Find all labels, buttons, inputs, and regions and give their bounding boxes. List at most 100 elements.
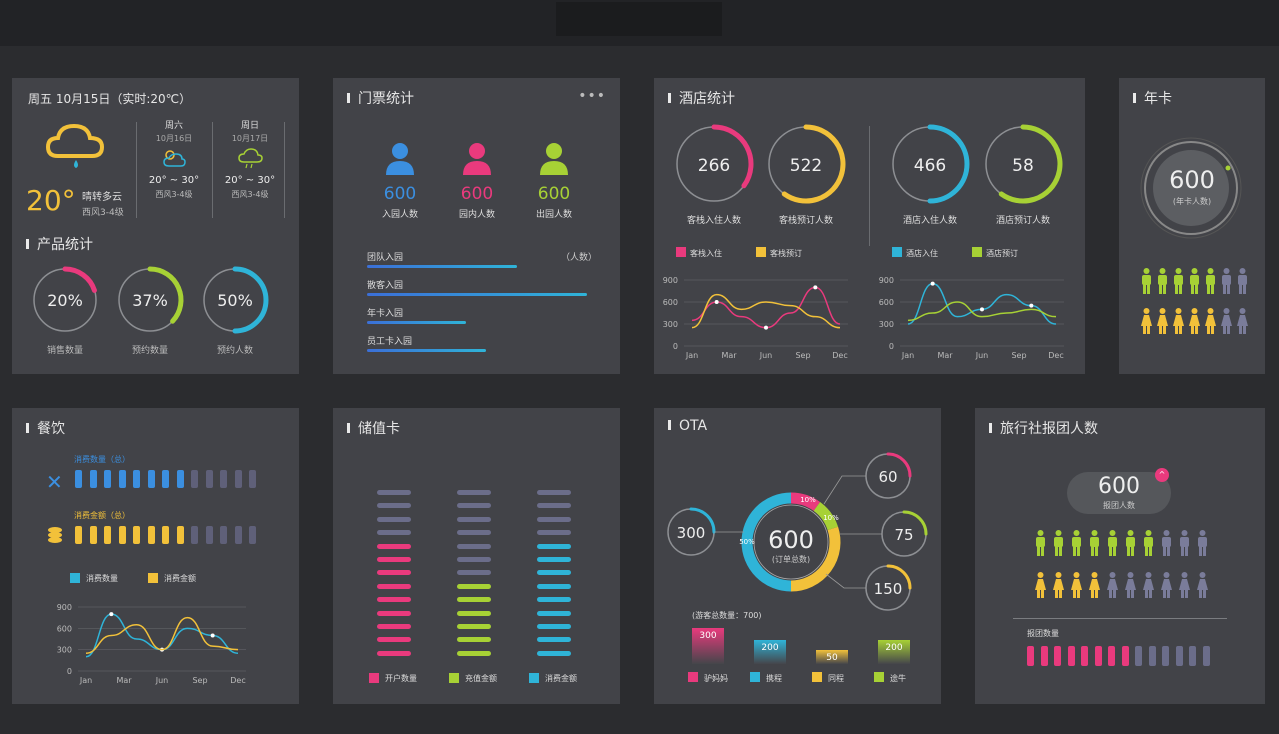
ota-bar-value: 50 xyxy=(826,653,838,663)
segment xyxy=(191,526,198,544)
travel-bar-segment xyxy=(1135,646,1142,666)
person-icon xyxy=(1221,308,1232,338)
dining-chart-ytick: 900 xyxy=(57,603,72,612)
ota-right-ring-0-arc xyxy=(886,452,912,478)
ota-donut-segment xyxy=(790,492,821,512)
dining-chart-xtick: Jun xyxy=(155,676,169,685)
segment xyxy=(75,470,82,488)
person-icon xyxy=(1125,530,1136,560)
stored-segment xyxy=(377,503,411,509)
hotel-chart-2-ytick: 600 xyxy=(879,298,894,307)
current-temperature: 20° xyxy=(26,184,76,217)
hotel-chart-1-ytick: 600 xyxy=(663,298,678,307)
hotel-chart-2-ytick: 900 xyxy=(879,276,894,285)
legend-label: 客栈入住 xyxy=(690,248,722,258)
legend-label: 携程 xyxy=(766,674,782,683)
legend-swatch xyxy=(756,247,766,257)
person-icon xyxy=(1143,530,1154,560)
segment xyxy=(249,470,256,488)
legend-label: 酒店入住 xyxy=(906,248,938,258)
ota-bar xyxy=(754,640,786,664)
stored-segment xyxy=(537,557,571,562)
ota-center-label: (订单总数) xyxy=(772,554,810,564)
forecast-wind: 西风3-4级 xyxy=(155,190,193,199)
forecast-day-2: 周日 10月17日 20° ~ 30° 西风3-4级 xyxy=(216,118,284,200)
hotel-chart-1-ytick: 900 xyxy=(663,276,678,285)
stored-segment xyxy=(457,597,491,603)
stored-segment xyxy=(537,570,571,576)
forecast-date: 10月16日 xyxy=(155,134,193,143)
legend-swatch xyxy=(812,672,822,682)
person-icon xyxy=(1161,572,1172,602)
stored-segment xyxy=(457,583,491,589)
ota-chart: 600(订单总数) 10% 10% 50% 300 60 75 150 xyxy=(667,452,928,611)
ticket-bar-label: 员工卡入园 xyxy=(367,337,413,347)
coins-icon xyxy=(48,527,62,543)
ota-right-value: 60 xyxy=(878,468,897,486)
hotel-chart-2-xtick: Mar xyxy=(937,351,953,360)
hotel-ring-1-arc xyxy=(781,124,846,204)
dining-chart-point xyxy=(210,633,215,638)
dining-chart-ytick: 0 xyxy=(67,667,72,676)
dining-panel: 餐饮 消费数量（总） ✕ 消费金额（总） 消费数量 消费金额 900 600 300 0… xyxy=(12,408,299,704)
hotel-chart-2-series-line xyxy=(907,282,1057,325)
segment xyxy=(220,526,227,544)
ota-total-label: (游客总数量：700) xyxy=(692,611,762,620)
hotel-ring-label: 客栈预订人数 xyxy=(779,214,833,226)
person-icon xyxy=(1157,308,1168,338)
sunny-cloudy-icon xyxy=(163,150,186,167)
legend-label: 消费金额 xyxy=(545,674,577,683)
hotel-ring-0-arc xyxy=(711,124,754,189)
ota-bar xyxy=(692,628,724,664)
person-icon xyxy=(1205,308,1216,338)
hotel-chart-2-xtick: Sep xyxy=(1011,351,1026,360)
dining-chart-xtick: Jan xyxy=(79,676,92,685)
person-icon xyxy=(1161,530,1172,560)
ota-right-ring-2-arc xyxy=(886,564,912,590)
ota-bar-value: 200 xyxy=(761,643,779,653)
tickets-panel: 门票统计 ••• 600 入园人数 600 园内人数 600 出园人数 （人数） 团队入园… xyxy=(333,78,620,374)
travel-bar-label: 报团数量 xyxy=(1027,629,1059,638)
person-icon xyxy=(1237,268,1248,298)
person-icon xyxy=(1035,530,1046,560)
person-icon xyxy=(1173,308,1184,338)
hotel-chart-2-point xyxy=(1029,303,1034,308)
stored-segment xyxy=(377,543,411,549)
forecast-temp: 20° ~ 30° xyxy=(148,175,200,186)
stored-segment xyxy=(457,503,491,509)
segment xyxy=(191,470,198,488)
legend-swatch xyxy=(874,672,884,682)
travel-bar-segment xyxy=(1040,646,1048,666)
person-icon xyxy=(1189,268,1200,298)
ota-pct-label: 50% xyxy=(739,538,755,546)
legend-swatch xyxy=(369,673,379,683)
stored-segment xyxy=(537,530,571,536)
stored-segment xyxy=(537,490,571,495)
hotel-chart-2-ytick: 0 xyxy=(889,342,894,351)
annual-card-label: (年卡人数) xyxy=(1172,197,1212,206)
legend-label: 途牛 xyxy=(890,674,906,683)
product-ring-1-arc xyxy=(147,266,184,324)
dining-title: 餐饮 xyxy=(26,418,65,438)
dining-chart-xtick: Mar xyxy=(116,676,132,685)
hotel-chart-1-point xyxy=(714,300,719,304)
ota-bar-value: 300 xyxy=(699,631,717,641)
person-icon xyxy=(1053,530,1064,560)
weather-header: 周五 10月15日（实时:20℃） xyxy=(28,92,192,106)
hotel-chart-2-series-line xyxy=(907,301,1057,322)
stored-segment xyxy=(457,650,491,656)
ota-donut-segment xyxy=(790,526,841,592)
ota-bar-value: 200 xyxy=(885,643,903,653)
stored-segment xyxy=(457,610,491,616)
hotel-chart-1-xtick: Jan xyxy=(685,351,698,360)
legend-swatch xyxy=(70,573,80,583)
legend-swatch xyxy=(750,672,760,682)
person-icon xyxy=(1189,308,1200,338)
more-menu-icon[interactable]: ••• xyxy=(578,88,606,104)
hotel-chart-1-point xyxy=(764,325,768,330)
hotel-panel: 酒店统计 266 客栈入住人数 522 客栈预订人数 466 酒店入住人数 58 酒店预订人数… xyxy=(654,78,1085,374)
ota-donut-segment xyxy=(741,492,792,592)
travel-bar-segment xyxy=(1162,646,1169,666)
person-icon xyxy=(1221,268,1232,298)
